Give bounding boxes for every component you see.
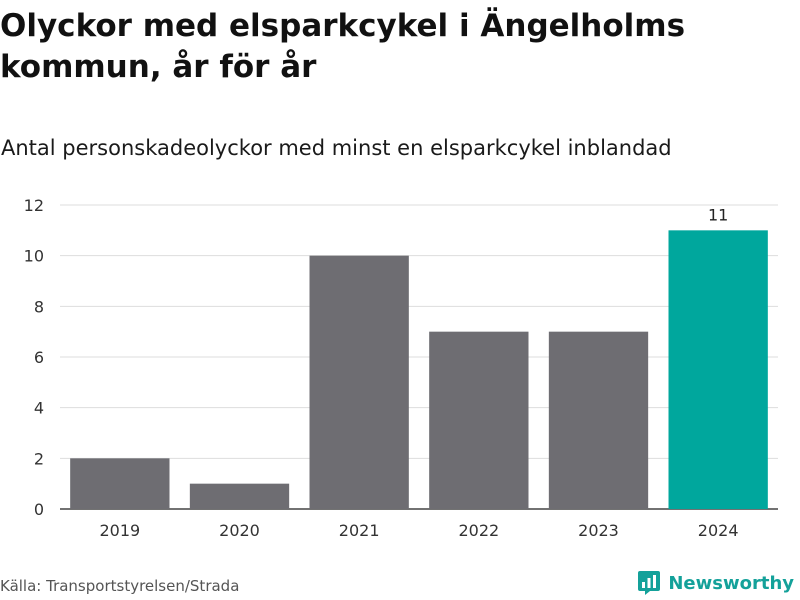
y-tick-label: 2 [34, 449, 44, 468]
x-tick-label: 2024 [698, 521, 739, 540]
y-tick-label: 0 [34, 500, 44, 519]
chart-subtitle: Antal personskadeolyckor med minst en el… [1, 136, 672, 160]
y-tick-label: 12 [24, 196, 44, 215]
chart-title: Olyckor med elsparkcykel i Ängelholms ko… [0, 8, 686, 85]
newsworthy-logo[interactable]: Newsworthy [637, 570, 794, 596]
y-tick-label: 10 [24, 247, 44, 266]
x-tick-label: 2022 [458, 521, 499, 540]
y-tick-label: 6 [34, 348, 44, 367]
x-axis-ticks: 2019 2020 2021 2022 2023 2024 [99, 521, 738, 540]
bars [70, 230, 768, 510]
bar-2021[interactable] [309, 255, 409, 509]
x-tick-label: 2019 [99, 521, 140, 540]
bar-chart: 0 2 4 6 8 10 12 2019 2020 2021 2022 2023 2024 11 [24, 196, 778, 540]
bar-2020[interactable] [189, 483, 290, 509]
x-tick-label: 2023 [578, 521, 619, 540]
data-labels: 11 [708, 205, 728, 224]
x-tick-label: 2020 [219, 521, 260, 540]
data-label-2024: 11 [708, 205, 728, 224]
newsworthy-logo-icon [638, 571, 661, 595]
brand-name: Newsworthy [668, 572, 794, 594]
bar-2019[interactable] [70, 458, 170, 509]
bar-2023[interactable] [548, 331, 649, 509]
bar-2024[interactable] [668, 230, 768, 510]
y-tick-label: 8 [34, 297, 44, 316]
y-tick-label: 4 [34, 399, 44, 418]
bar-2022[interactable] [429, 331, 529, 509]
gridlines [60, 204, 778, 510]
y-axis-ticks: 0 2 4 6 8 10 12 [24, 196, 44, 519]
source-note: Källa: Transportstyrelsen/Strada [0, 577, 240, 595]
x-tick-label: 2021 [339, 521, 380, 540]
